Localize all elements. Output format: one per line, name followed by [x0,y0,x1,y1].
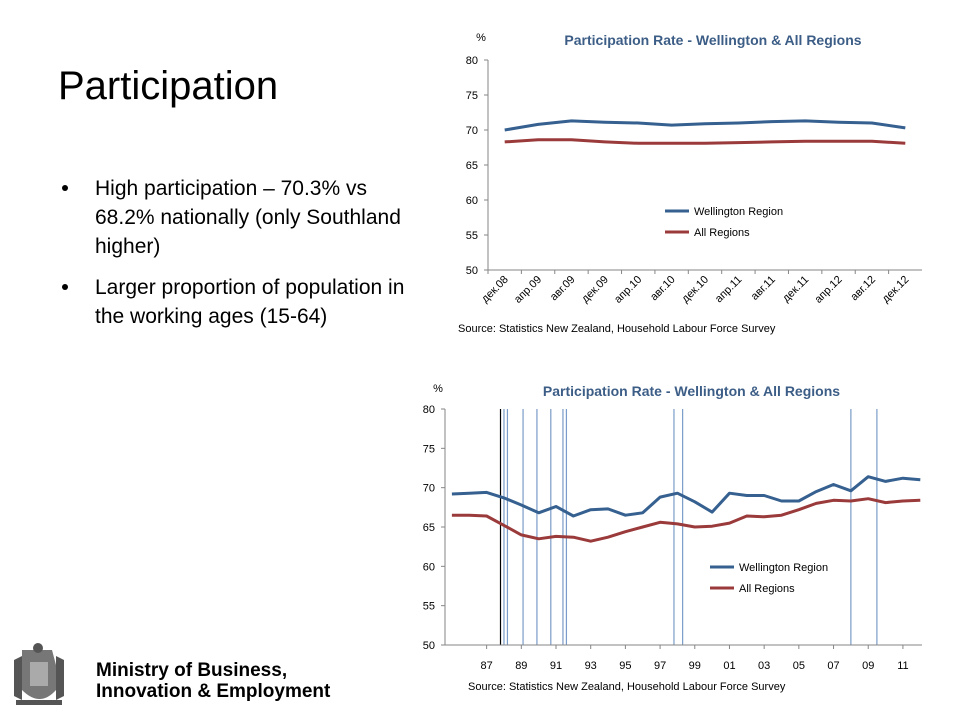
x-tick-label: 05 [793,660,805,672]
x-tick-label: авг.10 [648,274,678,304]
logo-text: Ministry of Business, [96,660,287,681]
y-tick-label: 70 [466,125,478,137]
y-tick-label: 80 [423,404,435,416]
y-tick-label: 50 [466,265,478,277]
legend-label: All Regions [739,583,795,595]
source: Source: Statistics New Zealand, Househol… [468,681,786,693]
y-tick-label: 60 [466,195,478,207]
bullet: Larger proportion of population in the w… [60,273,410,331]
legend-label: Wellington Region [694,206,783,218]
y-tick-label: 60 [423,561,435,573]
x-tick-label: авг.11 [749,274,778,303]
y-tick-label: 65 [423,522,435,534]
logo-crest [14,643,64,705]
x-tick-label: дек.09 [579,274,611,306]
x-tick-label: авг.12 [848,274,878,304]
chart-title: Participation Rate - Wellington & All Re… [564,32,861,48]
x-tick-label: 01 [723,660,735,672]
x-tick-label: 95 [619,660,631,672]
chart-title: Participation Rate - Wellington & All Re… [543,383,840,399]
y-tick-label: 70 [423,483,435,495]
x-tick-label: 11 [897,660,908,672]
y-tick-label: 80 [466,55,478,67]
series-line [504,138,906,145]
x-tick-label: 93 [585,660,597,672]
y-tick-label: 50 [423,640,435,652]
x-tick-label: 87 [481,660,493,672]
x-tick-label: 99 [689,660,701,672]
x-tick-label: апр.12 [812,274,844,306]
legend-label: Wellington Region [739,562,828,574]
x-tick-label: апр.09 [512,274,544,306]
y-tick-label: 55 [466,230,478,242]
y-tick-label: 75 [466,90,478,102]
y-axis-label: % [433,383,443,395]
x-tick-label: дек.08 [479,274,511,306]
series-line [451,475,921,518]
x-tick-label: 89 [515,660,527,672]
y-tick-label: 65 [466,160,478,172]
x-tick-label: 07 [827,660,839,672]
logo-text: Innovation & Employment [96,681,331,702]
series-line [451,497,921,543]
bullet-list: High participation – 70.3% vs 68.2% nati… [60,174,410,343]
x-tick-label: авг.09 [548,274,578,304]
legend-label: All Regions [694,227,750,239]
x-tick-label: 97 [654,660,666,672]
y-axis-label: % [476,32,486,44]
x-tick-label: 91 [550,660,562,672]
x-tick-label: дек.10 [680,274,712,306]
x-tick-label: дек.11 [780,274,811,305]
slide-title: Participation [58,64,279,108]
x-tick-label: 09 [862,660,874,672]
bullet: High participation – 70.3% vs 68.2% nati… [60,174,410,261]
y-tick-label: 55 [423,601,435,613]
y-tick-label: 75 [423,443,435,455]
x-tick-label: дек.12 [880,274,912,306]
series-line [504,119,906,132]
source: Source: Statistics New Zealand, Househol… [458,323,776,335]
x-tick-label: апр.10 [612,274,644,306]
x-tick-label: апр.11 [713,274,745,306]
x-tick-label: 03 [758,660,770,672]
